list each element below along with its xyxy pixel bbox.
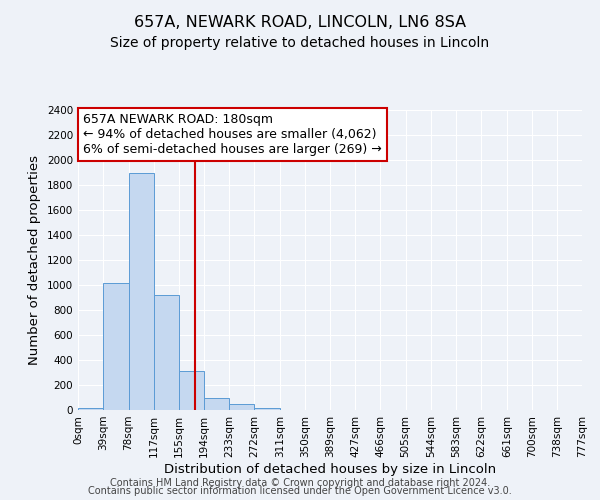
Y-axis label: Number of detached properties: Number of detached properties xyxy=(28,155,41,365)
Bar xyxy=(103,282,128,410)
Text: Contains HM Land Registry data © Crown copyright and database right 2024.: Contains HM Land Registry data © Crown c… xyxy=(110,478,490,488)
Text: 657A, NEWARK ROAD, LINCOLN, LN6 8SA: 657A, NEWARK ROAD, LINCOLN, LN6 8SA xyxy=(134,15,466,30)
Bar xyxy=(154,295,179,410)
Text: Size of property relative to detached houses in Lincoln: Size of property relative to detached ho… xyxy=(110,36,490,50)
Text: 657A NEWARK ROAD: 180sqm
← 94% of detached houses are smaller (4,062)
6% of semi: 657A NEWARK ROAD: 180sqm ← 94% of detach… xyxy=(83,113,382,156)
Bar xyxy=(229,404,254,410)
Text: Contains public sector information licensed under the Open Government Licence v3: Contains public sector information licen… xyxy=(88,486,512,496)
X-axis label: Distribution of detached houses by size in Lincoln: Distribution of detached houses by size … xyxy=(164,462,496,475)
Bar xyxy=(204,398,229,410)
Bar xyxy=(254,408,280,410)
Bar xyxy=(179,371,204,410)
Bar xyxy=(78,408,103,410)
Bar xyxy=(128,172,154,410)
